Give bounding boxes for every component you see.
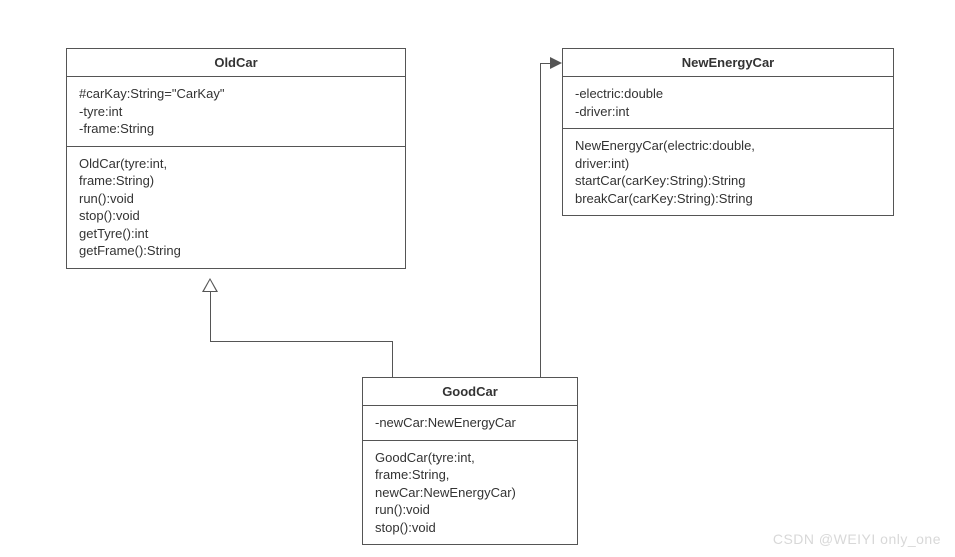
method-row: getTyre():int	[79, 225, 393, 243]
uml-class-oldcar: OldCar #carKay:String="CarKay" -tyre:int…	[66, 48, 406, 269]
attribute-row: -driver:int	[575, 103, 881, 121]
arrowhead-inheritance-icon	[202, 278, 218, 292]
attribute-row: -tyre:int	[79, 103, 393, 121]
attributes-section: -electric:double -driver:int	[563, 77, 893, 129]
method-row: run():void	[375, 501, 565, 519]
methods-section: GoodCar(tyre:int, frame:String, newCar:N…	[363, 441, 577, 545]
method-row: NewEnergyCar(electric:double,	[575, 137, 881, 155]
attribute-row: -newCar:NewEnergyCar	[375, 414, 565, 432]
class-title: OldCar	[67, 49, 405, 77]
method-row: breakCar(carKey:String):String	[575, 190, 881, 208]
methods-section: OldCar(tyre:int, frame:String) run():voi…	[67, 147, 405, 268]
methods-section: NewEnergyCar(electric:double, driver:int…	[563, 129, 893, 215]
method-row: stop():void	[79, 207, 393, 225]
method-row: getFrame():String	[79, 242, 393, 260]
watermark-text: CSDN @WEIYI only_one	[773, 531, 941, 547]
method-row: frame:String,	[375, 466, 565, 484]
uml-class-goodcar: GoodCar -newCar:NewEnergyCar GoodCar(tyr…	[362, 377, 578, 545]
class-title: GoodCar	[363, 378, 577, 406]
class-title: NewEnergyCar	[563, 49, 893, 77]
edge-association-seg1	[540, 63, 541, 377]
method-row: startCar(carKey:String):String	[575, 172, 881, 190]
edge-inheritance-seg2	[210, 341, 393, 342]
method-row: driver:int)	[575, 155, 881, 173]
attribute-row: #carKay:String="CarKay"	[79, 85, 393, 103]
edge-inheritance-seg3	[210, 292, 211, 342]
attribute-row: -frame:String	[79, 120, 393, 138]
uml-class-newenergycar: NewEnergyCar -electric:double -driver:in…	[562, 48, 894, 216]
method-row: GoodCar(tyre:int,	[375, 449, 565, 467]
method-row: stop():void	[375, 519, 565, 537]
method-row: newCar:NewEnergyCar)	[375, 484, 565, 502]
attributes-section: #carKay:String="CarKay" -tyre:int -frame…	[67, 77, 405, 147]
method-row: run():void	[79, 190, 393, 208]
attribute-row: -electric:double	[575, 85, 881, 103]
edge-inheritance-seg1	[392, 341, 393, 377]
attributes-section: -newCar:NewEnergyCar	[363, 406, 577, 441]
method-row: OldCar(tyre:int,	[79, 155, 393, 173]
method-row: frame:String)	[79, 172, 393, 190]
arrowhead-association-icon	[550, 57, 562, 69]
